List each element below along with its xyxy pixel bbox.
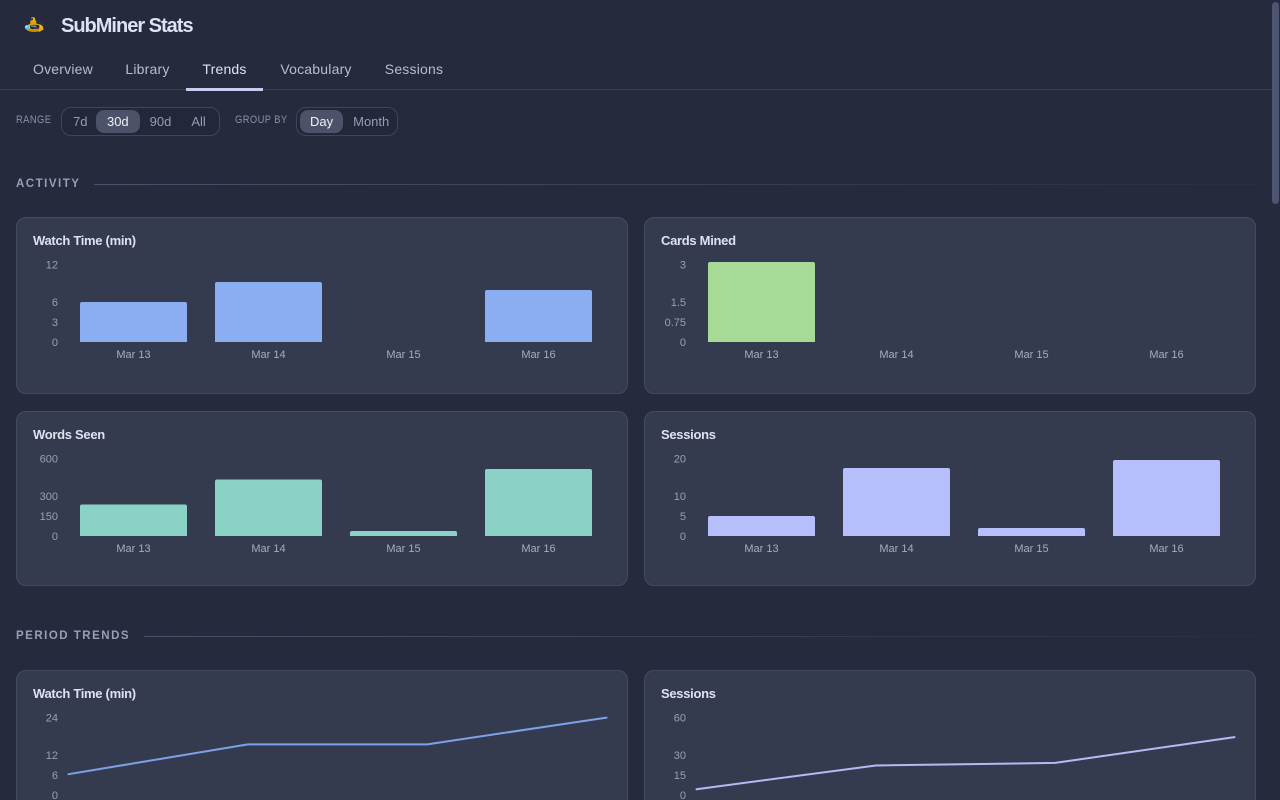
svg-text:Mar 13: Mar 13 <box>116 543 150 555</box>
svg-text:Mar 15: Mar 15 <box>1014 543 1048 555</box>
svg-text:24: 24 <box>46 713 58 725</box>
svg-text:1.5: 1.5 <box>671 297 686 309</box>
svg-text:15: 15 <box>674 770 686 782</box>
svg-text:Mar 16: Mar 16 <box>521 349 555 361</box>
svg-text:5: 5 <box>680 511 686 523</box>
svg-text:0: 0 <box>52 790 58 800</box>
svg-text:Words Seen: Words Seen <box>33 427 105 442</box>
svg-text:0: 0 <box>52 531 58 543</box>
svg-text:Mar 15: Mar 15 <box>386 543 420 555</box>
svg-text:0.75: 0.75 <box>665 317 686 329</box>
svg-text:Cards Mined: Cards Mined <box>661 233 736 248</box>
svg-text:Mar 15: Mar 15 <box>1014 349 1048 361</box>
svg-text:0: 0 <box>680 337 686 349</box>
svg-text:300: 300 <box>40 491 58 503</box>
svg-text:0: 0 <box>680 531 686 543</box>
svg-text:Mar 13: Mar 13 <box>744 349 778 361</box>
svg-text:12: 12 <box>46 260 58 272</box>
svg-text:Watch Time (min): Watch Time (min) <box>33 686 136 701</box>
svg-text:Mar 14: Mar 14 <box>251 349 285 361</box>
svg-text:150: 150 <box>40 511 58 523</box>
svg-text:Mar 13: Mar 13 <box>744 543 778 555</box>
svg-text:Mar 14: Mar 14 <box>251 543 285 555</box>
svg-text:60: 60 <box>674 713 686 725</box>
svg-text:Sessions: Sessions <box>661 686 716 701</box>
svg-text:3: 3 <box>52 317 58 329</box>
svg-text:20: 20 <box>674 454 686 466</box>
svg-text:Mar 13: Mar 13 <box>116 349 150 361</box>
svg-text:Mar 15: Mar 15 <box>386 349 420 361</box>
svg-text:Mar 14: Mar 14 <box>879 349 913 361</box>
svg-text:0: 0 <box>680 790 686 800</box>
svg-text:6: 6 <box>52 770 58 782</box>
svg-text:3: 3 <box>680 260 686 272</box>
svg-text:6: 6 <box>52 297 58 309</box>
svg-text:30: 30 <box>674 750 686 762</box>
svg-text:Mar 16: Mar 16 <box>1149 349 1183 361</box>
svg-text:Mar 14: Mar 14 <box>879 543 913 555</box>
svg-text:Watch Time (min): Watch Time (min) <box>33 233 136 248</box>
svg-text:Mar 16: Mar 16 <box>521 543 555 555</box>
svg-text:0: 0 <box>52 337 58 349</box>
svg-text:Mar 16: Mar 16 <box>1149 543 1183 555</box>
svg-text:12: 12 <box>46 750 58 762</box>
svg-text:Sessions: Sessions <box>661 427 716 442</box>
svg-text:10: 10 <box>674 491 686 503</box>
svg-text:600: 600 <box>40 454 58 466</box>
